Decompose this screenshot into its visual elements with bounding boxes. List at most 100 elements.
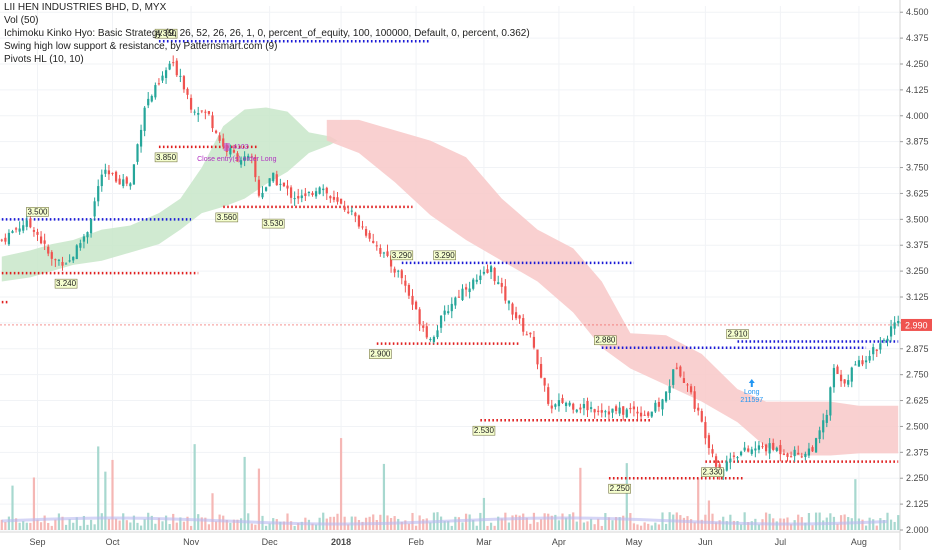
candle-body [114, 171, 118, 182]
legend-symbol[interactable]: LII HEN INDUSTRIES BHD, D, MYX [4, 2, 167, 13]
volume-bar [775, 521, 778, 530]
pivot-label-box [261, 218, 285, 229]
candle-body [57, 259, 61, 261]
volume-bar [582, 522, 586, 530]
candle-body [200, 110, 203, 112]
candle-body [811, 447, 814, 452]
volume-bar [361, 521, 364, 530]
volume-bar [161, 521, 164, 530]
candle-body [379, 248, 382, 254]
time-axis-label: Sep [29, 537, 45, 547]
candle-body [797, 452, 800, 455]
price-tick-label: 2.000 [906, 525, 929, 535]
volume-bar [132, 515, 136, 530]
candle-body [229, 148, 232, 155]
volume-bar [129, 522, 132, 530]
legend-swing[interactable]: Swing high low support & resistance, by … [4, 41, 278, 52]
volume-bar [479, 512, 482, 530]
close-qty-label: -4103 [231, 144, 249, 151]
candle-body [857, 360, 861, 367]
volume-bar [882, 520, 886, 530]
volume-bar [229, 522, 232, 530]
pivot-label-text: 2.880 [595, 336, 616, 345]
candle-body [875, 349, 878, 351]
volume-bar [68, 519, 71, 530]
candle-body [336, 197, 339, 202]
candle-body [197, 113, 200, 115]
volume-bar [289, 521, 293, 530]
price-tick-label: 3.750 [906, 163, 929, 173]
pivot-label-text: 3.850 [156, 153, 177, 162]
volume-bar [47, 522, 50, 530]
time-axis[interactable]: Sep Oct Nov Dec 2018 Feb Mar Apr May Jun Jul Aug [0, 531, 900, 547]
candle-body [307, 192, 311, 194]
volume-bar [768, 513, 771, 530]
legend-volume[interactable]: Vol (50) [4, 15, 39, 26]
pivot-label-text: 3.500 [27, 207, 48, 216]
candle-body [250, 156, 253, 158]
pivot-label-box [433, 250, 456, 261]
candle-body [354, 212, 357, 217]
price-tick-label: 4.125 [906, 85, 929, 95]
volume-bar [797, 514, 800, 530]
volume-bar [814, 512, 818, 530]
candle-body [400, 270, 403, 279]
legend-pivots[interactable]: Pivots HL (10, 10) [4, 54, 84, 65]
volume-bar [36, 519, 39, 530]
volume-bar [700, 519, 703, 530]
price-tick-label: 2.125 [906, 499, 929, 509]
candle-body [522, 318, 525, 332]
candle-body [614, 406, 618, 411]
price-axis[interactable]: 4.500 4.375 4.250 4.125 4.000 3.875 3.750 3.625… [899, 0, 932, 550]
volume-bar [879, 518, 882, 530]
pivot-label-text: 4.360 [156, 29, 177, 38]
volume-bar [22, 521, 25, 530]
volume-bar [164, 515, 168, 530]
pivot-label-text: 3.530 [263, 219, 284, 228]
volume-bars [0, 438, 900, 530]
volume-bar [100, 513, 103, 530]
volume-bar [554, 514, 557, 530]
candle-body [297, 196, 300, 199]
volume-bar [457, 517, 461, 530]
candle-body [572, 403, 575, 410]
volume-bar [286, 513, 289, 530]
candle-body [772, 442, 775, 450]
volume-bar [207, 524, 211, 530]
candle-body [704, 422, 707, 439]
volume-bar [4, 522, 7, 530]
legend-ichimoku[interactable]: Ichimoku Kinko Hyo: Basic Strategy (9, 2… [4, 28, 530, 39]
close-entry-marker [223, 142, 230, 151]
candle-body [293, 198, 296, 200]
volume-ma [1, 516, 888, 526]
pivot-label-box [608, 483, 631, 494]
candle-body [118, 178, 121, 185]
candle-body [454, 297, 457, 306]
volume-bar [875, 525, 878, 530]
candle-body [264, 187, 268, 191]
time-axis-label: Jun [698, 537, 713, 547]
candle-body [600, 410, 603, 413]
candle-body [125, 177, 128, 184]
candle-body [757, 445, 761, 450]
candle-body [511, 303, 514, 315]
volume-bar [482, 497, 486, 530]
volume-bar [547, 513, 550, 530]
price-tick-label: 3.125 [906, 292, 929, 302]
time-axis-label: 2018 [331, 537, 351, 547]
volume-bar [197, 514, 200, 530]
candle-body [832, 367, 836, 388]
volume-bar [172, 513, 175, 530]
candle-body [729, 458, 732, 463]
candle-body [814, 438, 818, 453]
candle-body [839, 374, 843, 382]
volume-bar [893, 521, 896, 530]
volume-bar [522, 513, 525, 530]
volume-bar [489, 522, 493, 530]
volume-bar [443, 521, 446, 530]
candle-body [886, 338, 889, 342]
pivot-label-box [154, 152, 178, 163]
volume-bar [297, 523, 300, 530]
